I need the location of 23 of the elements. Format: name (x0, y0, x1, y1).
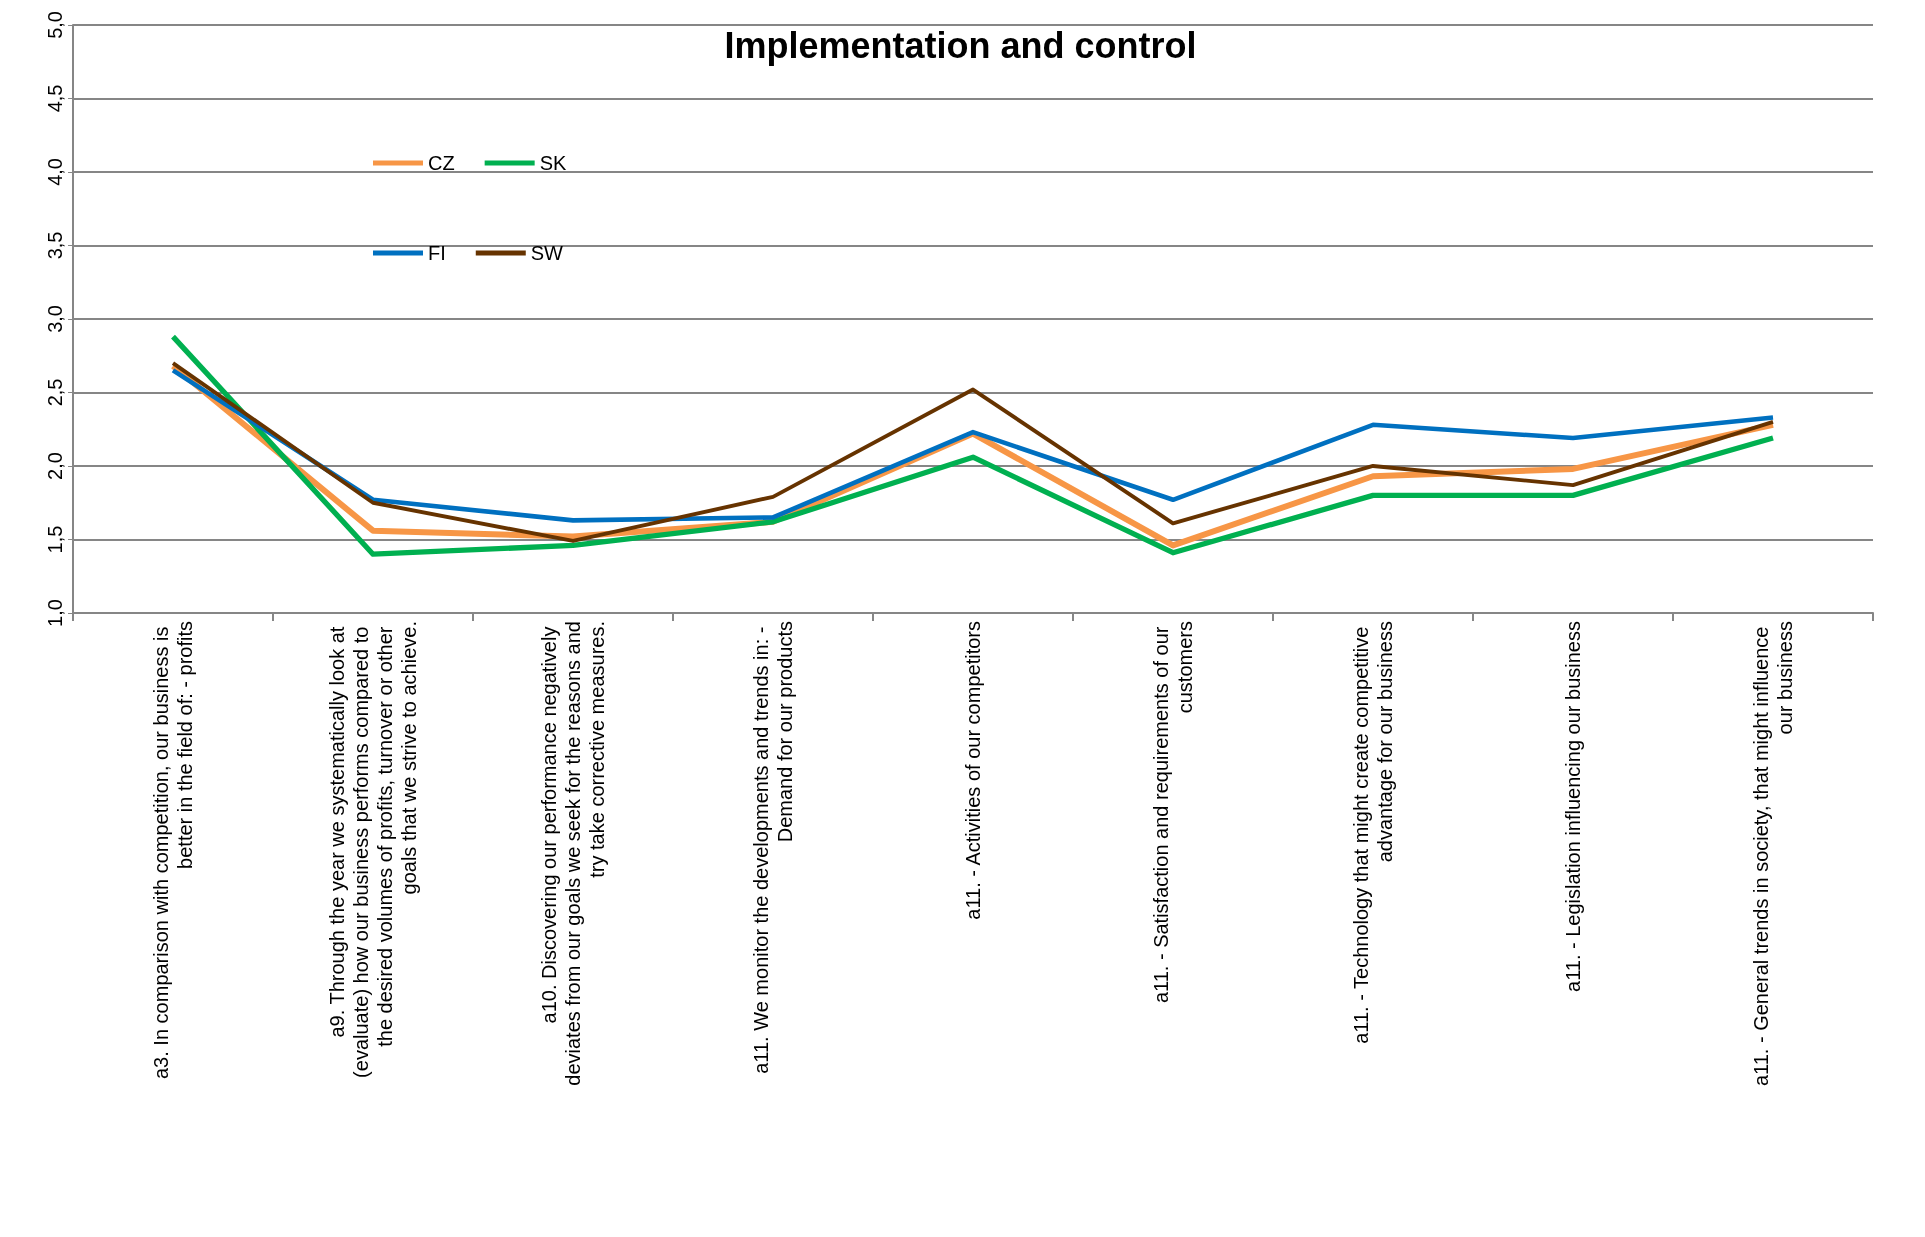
y-tick-label: 2,0 (44, 452, 66, 480)
x-tick-label: a11. - Activities of our competitors (962, 621, 984, 920)
chart-title: Implementation and control (724, 24, 1197, 66)
y-tick-label: 4,0 (44, 158, 66, 186)
x-tick-label: a3. In comparison with competition, our business is better in the field of: - profits (150, 621, 196, 1079)
y-tick-label: 4,5 (44, 84, 66, 113)
legend-label: SK (539, 152, 567, 174)
x-tick-label: a11. - Legislation influencing our business (1562, 621, 1584, 992)
x-tick-label: a11. - Technology that might create competitive advantage for our business (1350, 621, 1396, 1044)
x-tick-label: a11. We monitor the developments and trends in: - Demand for our products (750, 621, 796, 1074)
legend-label: SW (530, 242, 564, 264)
legend-label: CZ (428, 152, 455, 174)
y-tick-label: 1,5 (44, 525, 66, 554)
x-tick-label: a11. - General trends in society, that might influence our business (1750, 621, 1796, 1087)
y-tick-label: 3,5 (44, 231, 66, 260)
y-tick-label: 1,0 (44, 599, 66, 627)
y-tick-label: 2,5 (44, 378, 66, 407)
x-tick-label: a10. Discovering our performance negatively deviates from our goals we seek for the reasons and try take corrective measures. (538, 621, 608, 1086)
x-tick-label: a11. - Satisfaction and requirements of our customers (1150, 621, 1196, 1004)
y-tick-label: 5,0 (44, 11, 66, 39)
legend-label: FI (428, 242, 446, 264)
y-tick-label: 3,0 (44, 305, 66, 333)
x-tick-label: a9. Through the year we systematically look at (evaluate) how our business performs compared to the desired volumes of profits, turnover or other goals that we strive to achieve. (326, 621, 420, 1078)
